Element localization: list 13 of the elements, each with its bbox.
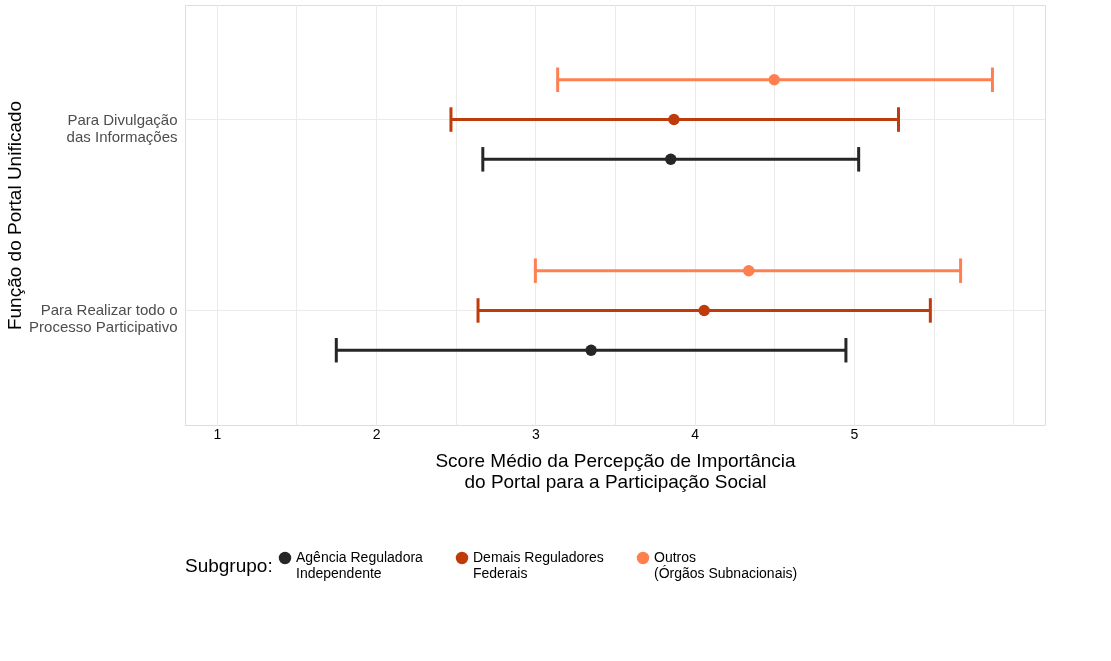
- y-tick-label: Para Realizar todo o Processo Participativo: [29, 301, 178, 336]
- y-tick-label: Para Divulgação das Informações: [66, 110, 178, 145]
- y-axis-title: Função do Portal Unificado: [4, 100, 26, 331]
- x-tick-label: 4: [691, 425, 700, 442]
- legend-label: Outros (Órgãos Subnacionais): [654, 549, 798, 581]
- x-tick-label: 2: [372, 425, 381, 442]
- x-axis-title: Score Médio da Percepção de Importância do Portal para a Participação Social: [435, 449, 796, 492]
- legend-label: Agência Reguladora Independente: [296, 549, 424, 581]
- legend-title: Subgrupo:: [185, 555, 273, 576]
- x-tick-label: 1: [213, 425, 222, 442]
- x-tick-label: 3: [531, 425, 540, 442]
- legend-label: Demais Reguladores Federais: [473, 549, 604, 581]
- x-tick-label: 5: [850, 425, 859, 442]
